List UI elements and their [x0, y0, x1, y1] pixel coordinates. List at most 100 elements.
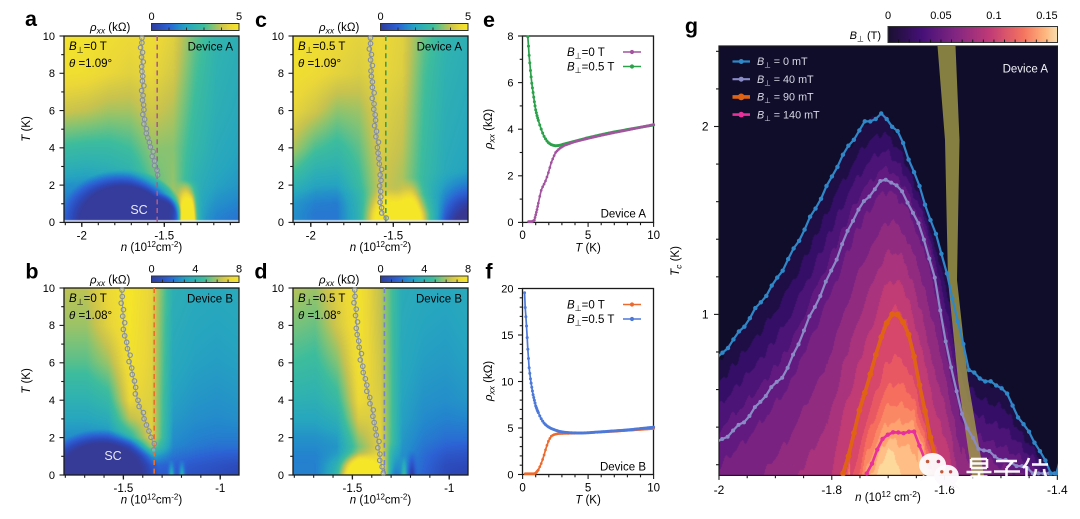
svg-text:6: 6: [278, 358, 284, 370]
svg-text:15: 15: [501, 330, 513, 342]
svg-text:ρxx (kΩ): ρxx (kΩ): [318, 275, 359, 289]
svg-text:4: 4: [421, 264, 427, 276]
svg-text:-1.5: -1.5: [113, 483, 133, 495]
svg-text:B⊥ = 140 mT: B⊥ = 140 mT: [757, 109, 820, 123]
svg-text:5: 5: [236, 11, 242, 23]
svg-text:B⊥=0.5 T: B⊥=0.5 T: [567, 62, 614, 76]
svg-text:4: 4: [49, 143, 55, 155]
svg-text:-1.6: -1.6: [934, 483, 955, 497]
svg-text:6: 6: [49, 358, 55, 370]
svg-text:SC: SC: [104, 449, 121, 463]
svg-text:10: 10: [501, 376, 513, 388]
svg-text:4: 4: [278, 143, 284, 155]
svg-text:8: 8: [507, 31, 513, 43]
svg-text:0: 0: [278, 470, 284, 482]
svg-text:-2: -2: [306, 231, 316, 243]
svg-text:n (1012cm-2): n (1012cm-2): [350, 493, 412, 507]
svg-text:-1.5: -1.5: [154, 231, 174, 243]
svg-text:2: 2: [49, 432, 55, 444]
svg-text:g: g: [685, 14, 698, 38]
svg-text:-1.5: -1.5: [342, 483, 362, 495]
svg-text:10: 10: [272, 283, 284, 295]
svg-text:5: 5: [585, 482, 591, 494]
svg-text:SC: SC: [130, 203, 147, 217]
svg-text:e: e: [483, 8, 495, 32]
svg-text:0: 0: [885, 10, 891, 22]
svg-text:c: c: [255, 8, 267, 32]
svg-text:n (1012cm-2): n (1012cm-2): [350, 240, 412, 254]
svg-text:0: 0: [507, 217, 513, 229]
svg-text:6: 6: [278, 105, 284, 117]
svg-text:B⊥ = 40 mT: B⊥ = 40 mT: [757, 74, 814, 88]
svg-text:-1.8: -1.8: [821, 483, 842, 497]
svg-text:8: 8: [465, 264, 471, 276]
svg-text:B⊥ = 90 mT: B⊥ = 90 mT: [757, 92, 814, 106]
svg-text:0: 0: [377, 11, 383, 23]
svg-text:n (1012 cm-2): n (1012 cm-2): [855, 489, 921, 504]
svg-text:Device A: Device A: [188, 42, 234, 54]
svg-text:-2: -2: [714, 483, 725, 497]
svg-text:10: 10: [272, 31, 284, 43]
svg-text:0.1: 0.1: [986, 10, 1001, 22]
svg-text:-1: -1: [215, 483, 225, 495]
svg-text:10: 10: [647, 482, 660, 494]
svg-text:Device A: Device A: [417, 42, 463, 54]
svg-text:Device B: Device B: [600, 462, 646, 474]
svg-text:0: 0: [507, 469, 513, 481]
svg-text:8: 8: [278, 68, 284, 80]
svg-text:6: 6: [49, 105, 55, 117]
svg-text:20: 20: [501, 283, 513, 295]
svg-text:10: 10: [647, 230, 660, 242]
svg-text:8: 8: [49, 320, 55, 332]
svg-text:ρxx (kΩ): ρxx (kΩ): [318, 22, 359, 36]
svg-text:Device A: Device A: [601, 209, 647, 221]
svg-text:0: 0: [49, 470, 55, 482]
svg-text:B⊥=0.5 T: B⊥=0.5 T: [567, 314, 614, 328]
svg-text:n (1012cm-2): n (1012cm-2): [121, 493, 183, 507]
svg-text:Device A: Device A: [1003, 64, 1049, 76]
svg-text:0: 0: [278, 217, 284, 229]
svg-text:B⊥ (T): B⊥ (T): [850, 30, 881, 44]
svg-text:10: 10: [43, 31, 55, 43]
svg-text:T (K): T (K): [21, 368, 33, 394]
svg-text:T (K): T (K): [575, 495, 601, 507]
svg-text:B⊥=0 T: B⊥=0 T: [567, 300, 605, 314]
svg-text:0.15: 0.15: [1036, 10, 1057, 22]
svg-text:2: 2: [507, 171, 513, 183]
svg-text:θ =1.08°: θ =1.08°: [69, 310, 112, 322]
svg-text:4: 4: [49, 395, 55, 407]
svg-text:-2: -2: [77, 231, 87, 243]
svg-text:B⊥=0 T: B⊥=0 T: [69, 41, 107, 55]
svg-text:f: f: [485, 260, 493, 284]
svg-text:θ =1.08°: θ =1.08°: [298, 310, 341, 322]
svg-text:T (K): T (K): [21, 116, 33, 142]
svg-text:-1: -1: [444, 483, 454, 495]
svg-text:2: 2: [702, 120, 709, 134]
svg-text:ρxx (kΩ): ρxx (kΩ): [483, 109, 497, 150]
svg-text:b: b: [25, 260, 38, 284]
svg-text:1: 1: [702, 307, 709, 321]
svg-text:5: 5: [585, 230, 591, 242]
svg-text:2: 2: [278, 180, 284, 192]
svg-text:0: 0: [377, 264, 383, 276]
svg-text:T (K): T (K): [575, 242, 601, 254]
svg-text:ρxx (kΩ): ρxx (kΩ): [483, 361, 497, 402]
svg-text:10: 10: [43, 283, 55, 295]
svg-text:a: a: [25, 7, 38, 31]
svg-text:4: 4: [192, 264, 198, 276]
svg-text:-1.5: -1.5: [383, 231, 403, 243]
svg-text:ρxx (kΩ): ρxx (kΩ): [89, 275, 130, 289]
svg-text:0: 0: [519, 230, 525, 242]
svg-text:B⊥ = 0 mT: B⊥ = 0 mT: [757, 56, 808, 70]
svg-text:2: 2: [278, 432, 284, 444]
svg-text:0: 0: [148, 264, 154, 276]
svg-text:2: 2: [49, 180, 55, 192]
svg-text:Tc (K): Tc (K): [670, 246, 684, 276]
svg-text:θ =1.09°: θ =1.09°: [298, 58, 341, 70]
svg-text:8: 8: [278, 320, 284, 332]
svg-text:4: 4: [278, 395, 284, 407]
svg-text:B⊥=0.5 T: B⊥=0.5 T: [298, 41, 345, 55]
svg-text:0.05: 0.05: [930, 10, 951, 22]
svg-text:n (1012cm-2): n (1012cm-2): [121, 240, 183, 254]
svg-text:d: d: [254, 260, 267, 284]
